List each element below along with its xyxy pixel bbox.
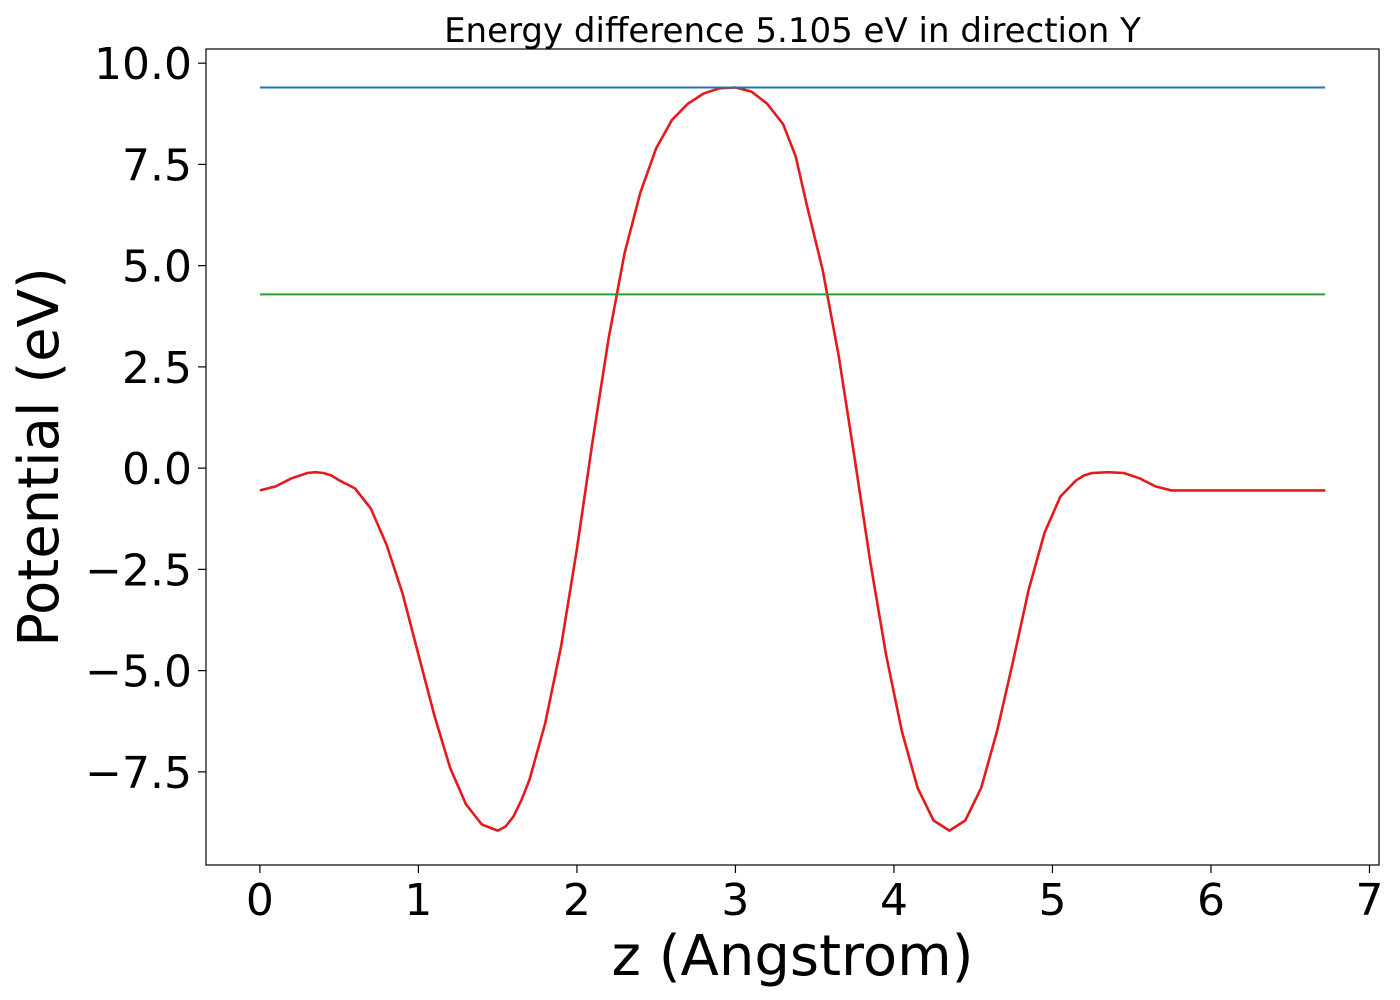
y-axis-ticks: 10.0 7.5 5.0 2.5 0.0 −2.5 −5.0 −7.5: [85, 39, 206, 799]
y-tick-label: 0.0: [122, 444, 192, 495]
y-tick-label: 10.0: [94, 39, 192, 90]
x-tick-label: 1: [404, 875, 432, 926]
y-tick-label: −2.5: [85, 545, 192, 596]
x-tick-label: 4: [880, 875, 908, 926]
plot-frame: [205, 48, 1380, 866]
x-axis-ticks: 0 1 2 3 4 5 6 7: [246, 865, 1383, 926]
x-tick-label: 2: [563, 875, 591, 926]
chart-title: Energy difference 5.105 eV in direction …: [444, 11, 1141, 51]
y-tick-label: 2.5: [122, 343, 192, 394]
x-axis-label: z (Angstrom): [612, 924, 974, 989]
y-tick-label: −7.5: [85, 748, 192, 799]
x-tick-label: 0: [246, 875, 274, 926]
x-tick-label: 3: [721, 875, 749, 926]
y-tick-label: 5.0: [122, 242, 192, 293]
series-line-0: [259, 86, 1326, 832]
plot-lines: [259, 86, 1326, 832]
y-axis-label: Potential (eV): [7, 267, 72, 647]
x-tick-label: 7: [1355, 875, 1383, 926]
y-tick-label: −5.0: [85, 647, 192, 698]
y-tick-label: 7.5: [122, 140, 192, 191]
x-tick-label: 5: [1038, 875, 1066, 926]
x-tick-label: 6: [1197, 875, 1225, 926]
